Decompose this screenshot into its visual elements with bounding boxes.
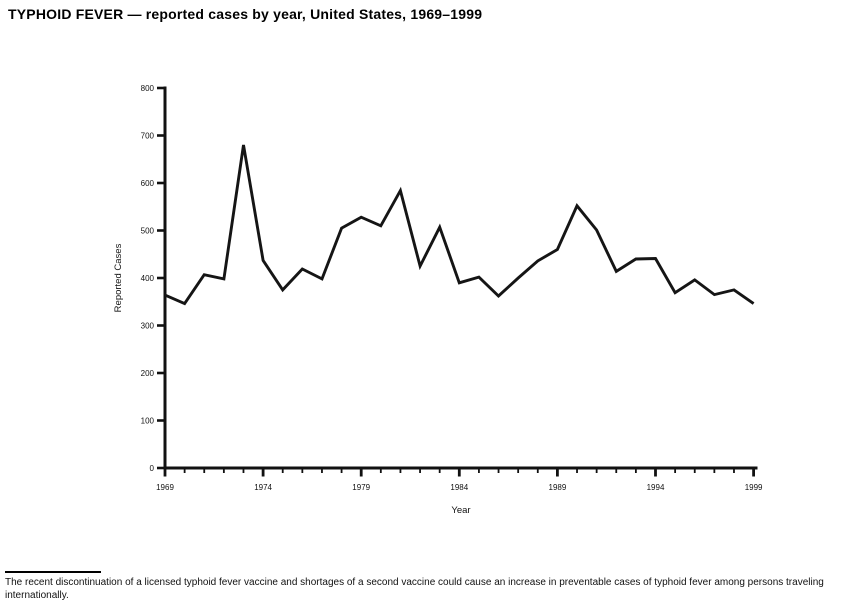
- y-axis-title: Reported Cases: [113, 243, 124, 312]
- line-chart: 0 100 200 300 400 500 600 700 800 1969 1974 1979 198…: [113, 84, 763, 516]
- footnote-text: The recent discontinuation of a licensed…: [5, 577, 824, 601]
- footnote-rule: [5, 571, 101, 573]
- y-tick-label: 600: [141, 179, 155, 188]
- x-tick-label: 1979: [352, 483, 370, 492]
- x-tick-label: 1984: [450, 483, 468, 492]
- y-tick-label: 0: [150, 464, 155, 473]
- x-tick-label: 1974: [254, 483, 272, 492]
- chart-title: TYPHOID FEVER — reported cases by year, …: [8, 6, 483, 22]
- y-tick-label: 500: [141, 226, 155, 235]
- y-tick-label: 800: [141, 84, 155, 93]
- data-line-series: [164, 144, 755, 306]
- y-tick-label: 100: [141, 416, 155, 425]
- x-axis-title: Year: [451, 505, 470, 516]
- x-tick-label: 1969: [156, 483, 174, 492]
- x-tick-label: 1999: [745, 483, 763, 492]
- y-tick-label: 700: [141, 131, 155, 140]
- x-tick-label: 1994: [647, 483, 665, 492]
- y-tick-label: 400: [141, 274, 155, 283]
- y-tick-label: 300: [141, 321, 155, 330]
- footnote: The recent discontinuation of a licensed…: [5, 571, 851, 602]
- y-tick-label: 200: [141, 369, 155, 378]
- x-tick-label: 1989: [549, 483, 567, 492]
